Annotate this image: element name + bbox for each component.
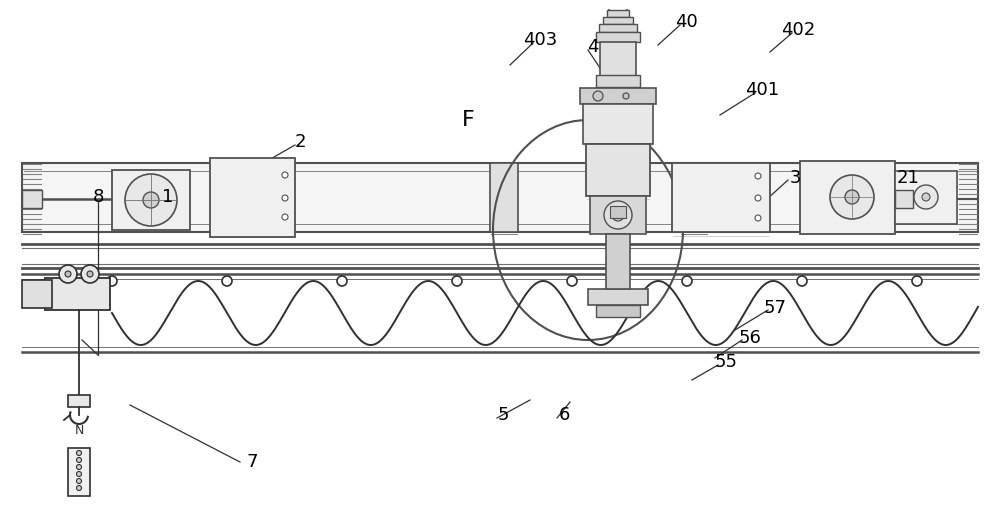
Circle shape xyxy=(755,173,761,179)
Circle shape xyxy=(282,195,288,201)
Circle shape xyxy=(282,172,288,178)
Bar xyxy=(22,280,52,308)
Bar xyxy=(603,17,633,24)
Bar xyxy=(895,190,913,208)
Bar xyxy=(596,305,640,317)
Bar xyxy=(606,234,630,289)
Circle shape xyxy=(107,276,117,286)
Bar xyxy=(588,289,648,305)
Circle shape xyxy=(143,192,159,208)
Text: 21: 21 xyxy=(897,169,919,187)
Bar xyxy=(68,395,90,407)
Circle shape xyxy=(845,190,859,204)
Circle shape xyxy=(593,91,603,101)
Text: 403: 403 xyxy=(523,31,557,49)
Bar xyxy=(607,10,629,17)
Bar xyxy=(672,163,770,232)
Bar xyxy=(596,75,640,87)
Circle shape xyxy=(81,265,99,283)
Text: 40: 40 xyxy=(675,13,697,31)
Text: 8: 8 xyxy=(92,188,104,206)
Circle shape xyxy=(623,93,629,99)
Text: 401: 401 xyxy=(745,81,779,99)
Circle shape xyxy=(797,276,807,286)
Circle shape xyxy=(282,214,288,220)
Bar xyxy=(112,170,190,230)
Text: F: F xyxy=(462,110,474,130)
Circle shape xyxy=(612,209,624,221)
Circle shape xyxy=(755,195,761,201)
Bar xyxy=(600,42,636,80)
Circle shape xyxy=(222,276,232,286)
Circle shape xyxy=(604,201,632,229)
Circle shape xyxy=(76,465,82,469)
Circle shape xyxy=(452,276,462,286)
Circle shape xyxy=(830,175,874,219)
Bar xyxy=(22,190,42,208)
Circle shape xyxy=(912,276,922,286)
Bar xyxy=(800,161,895,234)
Bar xyxy=(596,32,640,42)
Text: 4: 4 xyxy=(587,38,599,56)
Circle shape xyxy=(337,276,347,286)
Bar xyxy=(895,171,957,224)
Circle shape xyxy=(65,271,71,277)
Text: 3: 3 xyxy=(789,169,801,187)
Circle shape xyxy=(922,193,930,201)
Circle shape xyxy=(76,450,82,456)
Text: 57: 57 xyxy=(764,299,786,317)
Bar xyxy=(490,163,518,232)
Circle shape xyxy=(682,276,692,286)
Text: 6: 6 xyxy=(558,406,570,424)
Text: 56: 56 xyxy=(739,329,761,347)
Bar xyxy=(680,163,708,232)
Text: N: N xyxy=(74,424,84,436)
Bar xyxy=(583,104,653,144)
Circle shape xyxy=(76,485,82,491)
Circle shape xyxy=(125,174,177,226)
Bar xyxy=(609,10,627,290)
Text: 402: 402 xyxy=(781,21,815,39)
Bar xyxy=(22,163,978,232)
Circle shape xyxy=(914,185,938,209)
Circle shape xyxy=(59,265,77,283)
Circle shape xyxy=(755,215,761,221)
Bar xyxy=(45,278,110,310)
Circle shape xyxy=(76,472,82,476)
Bar xyxy=(586,144,650,196)
Text: 2: 2 xyxy=(294,133,306,151)
Text: 1: 1 xyxy=(162,188,174,206)
Bar xyxy=(580,88,656,104)
Text: 55: 55 xyxy=(714,353,738,371)
Text: 7: 7 xyxy=(246,453,258,471)
Bar xyxy=(610,206,626,218)
Bar xyxy=(599,24,637,32)
Bar xyxy=(590,196,646,234)
Bar xyxy=(210,158,295,237)
Circle shape xyxy=(87,271,93,277)
Circle shape xyxy=(76,458,82,463)
Bar xyxy=(68,448,90,496)
Circle shape xyxy=(567,276,577,286)
Text: 5: 5 xyxy=(497,406,509,424)
Circle shape xyxy=(76,478,82,484)
